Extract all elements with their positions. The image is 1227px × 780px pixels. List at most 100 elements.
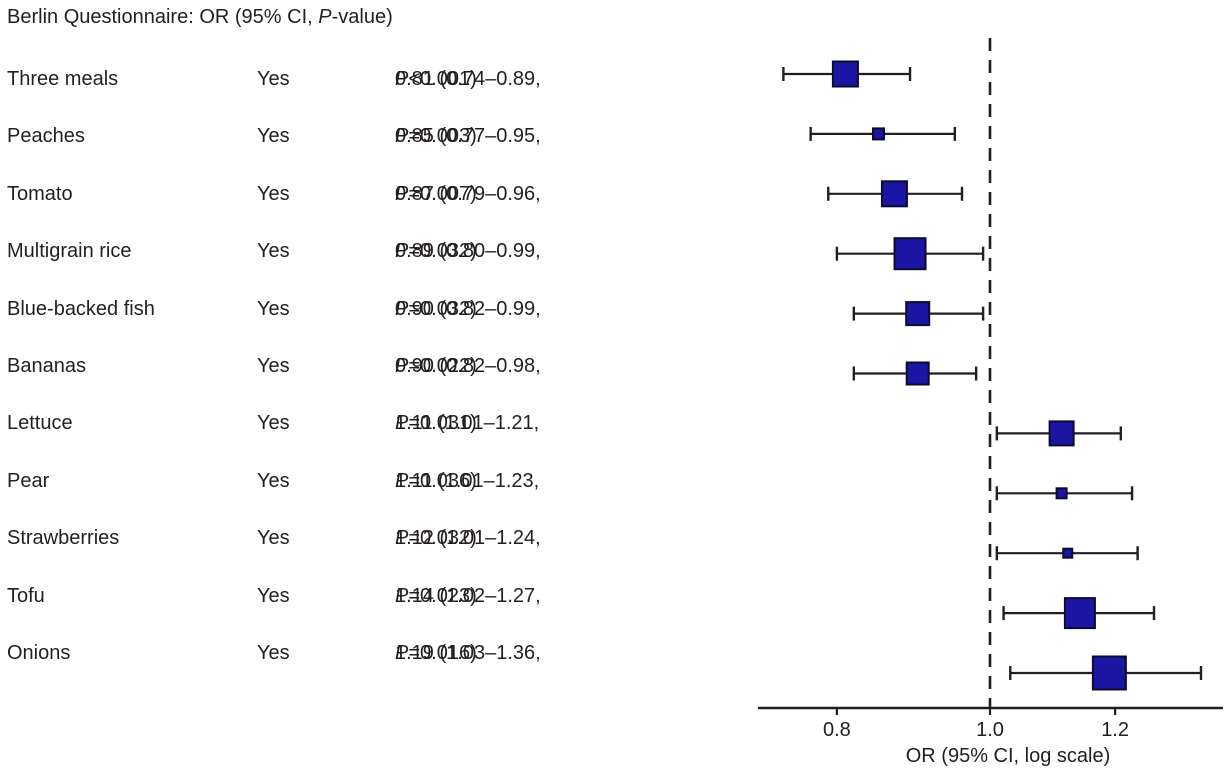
x-axis-tick-label: 1.0 — [976, 719, 1004, 741]
or-ci-text: 0.90 (0.82–0.98, — [395, 355, 541, 377]
or-marker — [905, 361, 930, 386]
or-marker — [1055, 487, 1068, 500]
or-ci-text: 1.12 (1.01–1.24, — [395, 527, 541, 550]
p-value-text: =0.032) — [408, 240, 477, 263]
p-symbol: P — [395, 584, 409, 607]
p-symbol: P — [395, 68, 409, 90]
p-value-text: =0.023) — [408, 584, 477, 607]
or-ci-value: 1.11 (1.01–1.23, P =0.036) — [395, 467, 539, 495]
p-value-text: =0.003) — [408, 125, 477, 148]
p-value-text: =0.031) — [408, 412, 477, 435]
p-symbol: P — [395, 469, 409, 492]
or-ci-text: 1.19 (1.03–1.36, — [395, 642, 541, 664]
food-label: Bananas — [7, 355, 86, 377]
food-label: Tofu — [7, 584, 45, 607]
or-marker — [880, 180, 908, 208]
response-label: Yes — [257, 412, 290, 435]
or-ci-value: 0.87 (0.79–0.96, P =0.007) — [395, 180, 541, 208]
or-ci-text: 0.87 (0.79–0.96, — [395, 182, 541, 205]
or-ci-text: 0.81 (0.74–0.89, — [395, 68, 541, 90]
response-label: Yes — [257, 584, 290, 607]
p-symbol: P — [395, 240, 409, 263]
figure-title: Berlin Questionnaire: OR (95% CI, P-valu… — [7, 5, 393, 29]
row-multigrain-rice: Multigrain rice Yes 0.89 (0.80–0.99, P =0.0… — [0, 237, 740, 265]
or-ci-text: 0.85 (0.77–0.95, — [395, 125, 541, 148]
p-value-text: =0.016) — [408, 642, 477, 664]
row-lettuce: Lettuce Yes 1.11 (1.01–1.21, P =0.031) — [0, 409, 740, 437]
row-strawberries: Strawberries Yes 1.12 (1.01–1.24, P =0.032) — [0, 524, 740, 552]
x-axis-tick-label: 0.8 — [823, 719, 851, 741]
row-tofu: Tofu Yes 1.14 (1.02–1.27, P =0.023) — [0, 582, 740, 610]
or-marker — [905, 301, 931, 327]
response-label: Yes — [257, 527, 290, 550]
or-marker — [893, 237, 927, 271]
forest-row-pear — [995, 486, 1134, 501]
response-label: Yes — [257, 642, 290, 664]
forest-row-tomato — [827, 180, 964, 208]
row-three-meals: Three meals Yes 0.81 (0.74–0.89, P <0.001) — [0, 65, 740, 93]
response-label: Yes — [257, 355, 290, 377]
food-label: Strawberries — [7, 527, 120, 550]
p-value-text: =0.036) — [408, 469, 477, 492]
response-label: Yes — [257, 68, 290, 90]
p-value-text: =0.032) — [408, 297, 477, 320]
p-value-text: =0.032) — [408, 527, 477, 550]
or-ci-value: 0.81 (0.74–0.89, P <0.001) — [395, 65, 541, 93]
or-marker — [871, 127, 885, 141]
figure-title-suffix: -value) — [331, 6, 393, 28]
forest-row-multigrain-rice — [835, 237, 985, 271]
p-value-text: =0.007) — [408, 182, 477, 205]
forest-row-tofu — [1002, 597, 1156, 630]
or-marker — [831, 60, 859, 88]
or-marker — [1063, 597, 1096, 630]
x-axis-label: OR (95% CI, log scale) — [905, 745, 1111, 767]
or-marker — [1048, 420, 1075, 447]
p-symbol: P — [395, 297, 409, 320]
p-symbol: P — [395, 125, 409, 148]
food-label: Tomato — [7, 182, 73, 205]
response-label: Yes — [257, 125, 290, 148]
or-ci-value: 0.90 (0.82–0.98, P =0.022) — [395, 352, 541, 380]
row-bananas: Bananas Yes 0.90 (0.82–0.98, P =0.022) — [0, 352, 740, 380]
p-symbol: P — [395, 412, 409, 435]
or-ci-value: 0.89 (0.80–0.99, P =0.032) — [395, 237, 541, 265]
forest-row-blue-backed-fish — [852, 301, 985, 327]
forest-row-strawberries — [995, 546, 1139, 561]
or-ci-text: 0.90 (0.82–0.99, — [395, 297, 541, 320]
p-symbol: P — [395, 527, 409, 550]
or-ci-text: 1.11 (1.01–1.21, — [395, 412, 540, 435]
p-symbol: P — [395, 182, 409, 205]
response-label: Yes — [257, 469, 290, 492]
p-value-text: =0.022) — [408, 355, 477, 377]
food-label: Lettuce — [7, 412, 73, 435]
row-tomato: Tomato Yes 0.87 (0.79–0.96, P =0.007) — [0, 180, 740, 208]
or-marker — [1091, 655, 1127, 691]
row-onions: Onions Yes 1.19 (1.03–1.36, P =0.016) — [0, 639, 740, 667]
or-ci-value: 1.19 (1.03–1.36, P =0.016) — [395, 639, 541, 667]
p-symbol: P — [395, 642, 409, 664]
or-ci-text: 1.14 (1.02–1.27, — [395, 584, 541, 607]
forest-row-onions — [1009, 655, 1203, 691]
or-ci-text: 1.11 (1.01–1.23, — [395, 469, 540, 492]
row-peaches: Peaches Yes 0.85 (0.77–0.95, P =0.003) — [0, 122, 740, 150]
or-ci-value: 1.11 (1.01–1.21, P =0.031) — [395, 409, 539, 437]
food-label: Peaches — [7, 125, 85, 148]
or-ci-value: 0.90 (0.82–0.99, P =0.032) — [395, 295, 541, 323]
or-marker — [1062, 547, 1074, 559]
food-label: Blue-backed fish — [7, 297, 155, 320]
forest-row-three-meals — [782, 60, 912, 88]
food-label: Onions — [7, 642, 71, 664]
figure-title-text: Berlin Questionnaire: OR (95% CI, — [7, 6, 319, 28]
or-ci-value: 0.85 (0.77–0.95, P =0.003) — [395, 122, 541, 150]
response-label: Yes — [257, 182, 290, 205]
p-symbol: P — [395, 355, 409, 377]
or-ci-value: 1.12 (1.01–1.24, P =0.032) — [395, 524, 541, 552]
row-blue-backed-fish: Blue-backed fish Yes 0.90 (0.82–0.99, P =0.… — [0, 295, 740, 323]
p-value-text: <0.001) — [408, 68, 477, 90]
response-label: Yes — [257, 297, 290, 320]
p-symbol: P — [318, 6, 332, 28]
x-axis-tick-label: 1.2 — [1101, 719, 1129, 741]
food-label: Pear — [7, 469, 50, 492]
